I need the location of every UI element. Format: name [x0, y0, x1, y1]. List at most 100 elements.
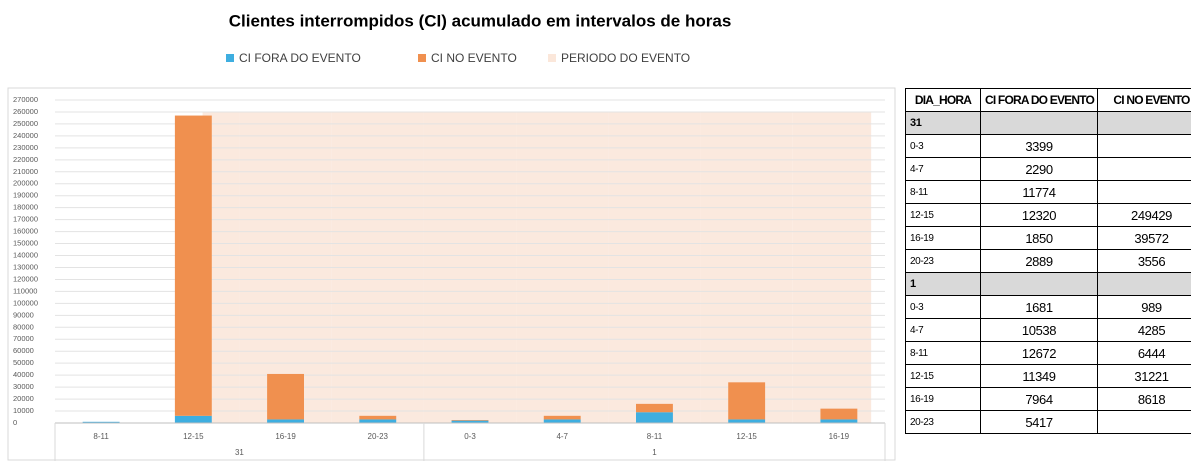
row: 0-3 3399: [905, 134, 1191, 158]
chart: Clientes interrompidos (CI) acumulado em…: [7, 11, 896, 461]
x-tick-label: 4-7: [556, 432, 568, 441]
legend-swatch: [548, 54, 556, 62]
cell: 5417: [980, 410, 1098, 434]
cell: 12-15: [905, 364, 981, 388]
y-tick-label: 10000: [13, 406, 34, 415]
cell: 10538: [980, 318, 1098, 342]
y-tick-label: 240000: [13, 131, 38, 140]
data-table: DIA_HORA CI FORA DO EVENTO CI NO EVENTO 31 0…: [905, 88, 1191, 461]
bar: [174, 115, 212, 416]
bar: [636, 412, 673, 423]
bar: [174, 415, 212, 423]
cell: 7964: [980, 387, 1098, 411]
bar: [728, 382, 766, 420]
bar: [451, 420, 489, 421]
bar: [451, 420, 489, 423]
x-tick-label: 12-15: [736, 432, 757, 441]
cell: 12-15: [905, 203, 981, 227]
x-tick-label: 16-19: [829, 432, 850, 441]
row: 20-23 2889 3556: [905, 249, 1191, 273]
cell: [1097, 410, 1191, 434]
legend-label: PERIODO DO EVENTO: [561, 51, 690, 65]
chart-title: Clientes interrompidos (CI) acumulado em…: [229, 11, 732, 30]
cell: 2889: [980, 249, 1098, 273]
row: 4-7 10538 4285: [905, 318, 1191, 342]
bar: [359, 419, 397, 423]
bar: [543, 419, 581, 423]
row: 20-23 5417: [905, 410, 1191, 434]
cell: 1681: [980, 295, 1098, 319]
y-tick-label: 130000: [13, 262, 38, 271]
bar: [820, 419, 858, 423]
table: DIA_HORA CI FORA DO EVENTO CI NO EVENTO 31 0…: [905, 88, 1191, 434]
header-cell: DIA_HORA: [905, 88, 981, 112]
group-cell: 31: [905, 111, 981, 135]
cell: [980, 272, 1098, 296]
y-tick-label: 70000: [13, 334, 34, 343]
cell: 8-11: [905, 180, 981, 204]
cell: [1097, 111, 1191, 135]
y-tick-label: 140000: [13, 251, 38, 260]
y-tick-label: 230000: [13, 143, 38, 152]
y-tick-label: 90000: [13, 310, 34, 319]
plot-frame: [7, 87, 896, 461]
row: 8-11 11774: [905, 180, 1191, 204]
header-cell: CI NO EVENTO: [1097, 88, 1191, 112]
cell: 16-19: [905, 387, 981, 411]
cell: 2290: [980, 157, 1098, 181]
cell: [1097, 272, 1191, 296]
cell: 3399: [980, 134, 1098, 158]
y-tick-label: 180000: [13, 203, 38, 212]
cell: 39572: [1097, 226, 1191, 250]
bar: [728, 419, 766, 423]
y-tick-label: 60000: [13, 346, 34, 355]
legend-swatch: [226, 54, 234, 62]
bar: [359, 415, 397, 420]
row: 12-15 12320 249429: [905, 203, 1191, 227]
x-tick-label: 16-19: [275, 432, 296, 441]
y-tick-label: 270000: [13, 95, 38, 104]
group-label: 1: [652, 448, 657, 457]
header-cell: CI FORA DO EVENTO: [980, 88, 1098, 112]
y-tick-label: 50000: [13, 358, 34, 367]
cell: 11774: [980, 180, 1098, 204]
cell: [1097, 134, 1191, 158]
y-tick-label: 190000: [13, 191, 38, 200]
cell: 0-3: [905, 295, 981, 319]
row: 16-19 7964 8618: [905, 387, 1191, 411]
cell: 4-7: [905, 318, 981, 342]
cell: 6444: [1097, 341, 1191, 365]
row: 4-7 2290: [905, 157, 1191, 181]
cell: 16-19: [905, 226, 981, 250]
legend-swatch: [418, 54, 426, 62]
cell: 989: [1097, 295, 1191, 319]
bar: [636, 403, 673, 413]
y-tick-label: 20000: [13, 394, 34, 403]
y-tick-label: 170000: [13, 215, 38, 224]
y-tick-label: 150000: [13, 239, 38, 248]
legend-label: CI FORA DO EVENTO: [239, 51, 361, 65]
cell: 31221: [1097, 364, 1191, 388]
cell: 249429: [1097, 203, 1191, 227]
y-tick-label: 260000: [13, 107, 38, 116]
cell: 3556: [1097, 249, 1191, 273]
cell: 20-23: [905, 410, 981, 434]
y-tick-label: 100000: [13, 298, 38, 307]
legend-label: CI NO EVENTO: [431, 51, 517, 65]
y-tick-label: 0: [13, 418, 17, 427]
y-tick-label: 110000: [13, 286, 37, 295]
group-cell: 1: [905, 272, 981, 296]
cell: 8618: [1097, 387, 1191, 411]
x-tick-label: 8-11: [647, 432, 663, 441]
cell: 8-11: [905, 341, 981, 365]
header-row: DIA_HORA CI FORA DO EVENTO CI NO EVENTO: [905, 88, 1191, 112]
y-tick-label: 120000: [13, 274, 38, 283]
x-tick-label: 12-15: [183, 432, 204, 441]
bar: [820, 408, 858, 420]
x-tick-label: 8-11: [93, 432, 109, 441]
y-tick-label: 80000: [13, 322, 34, 331]
row: 8-11 12672 6444: [905, 341, 1191, 365]
cell: 4-7: [905, 157, 981, 181]
y-tick-label: 30000: [13, 382, 34, 391]
